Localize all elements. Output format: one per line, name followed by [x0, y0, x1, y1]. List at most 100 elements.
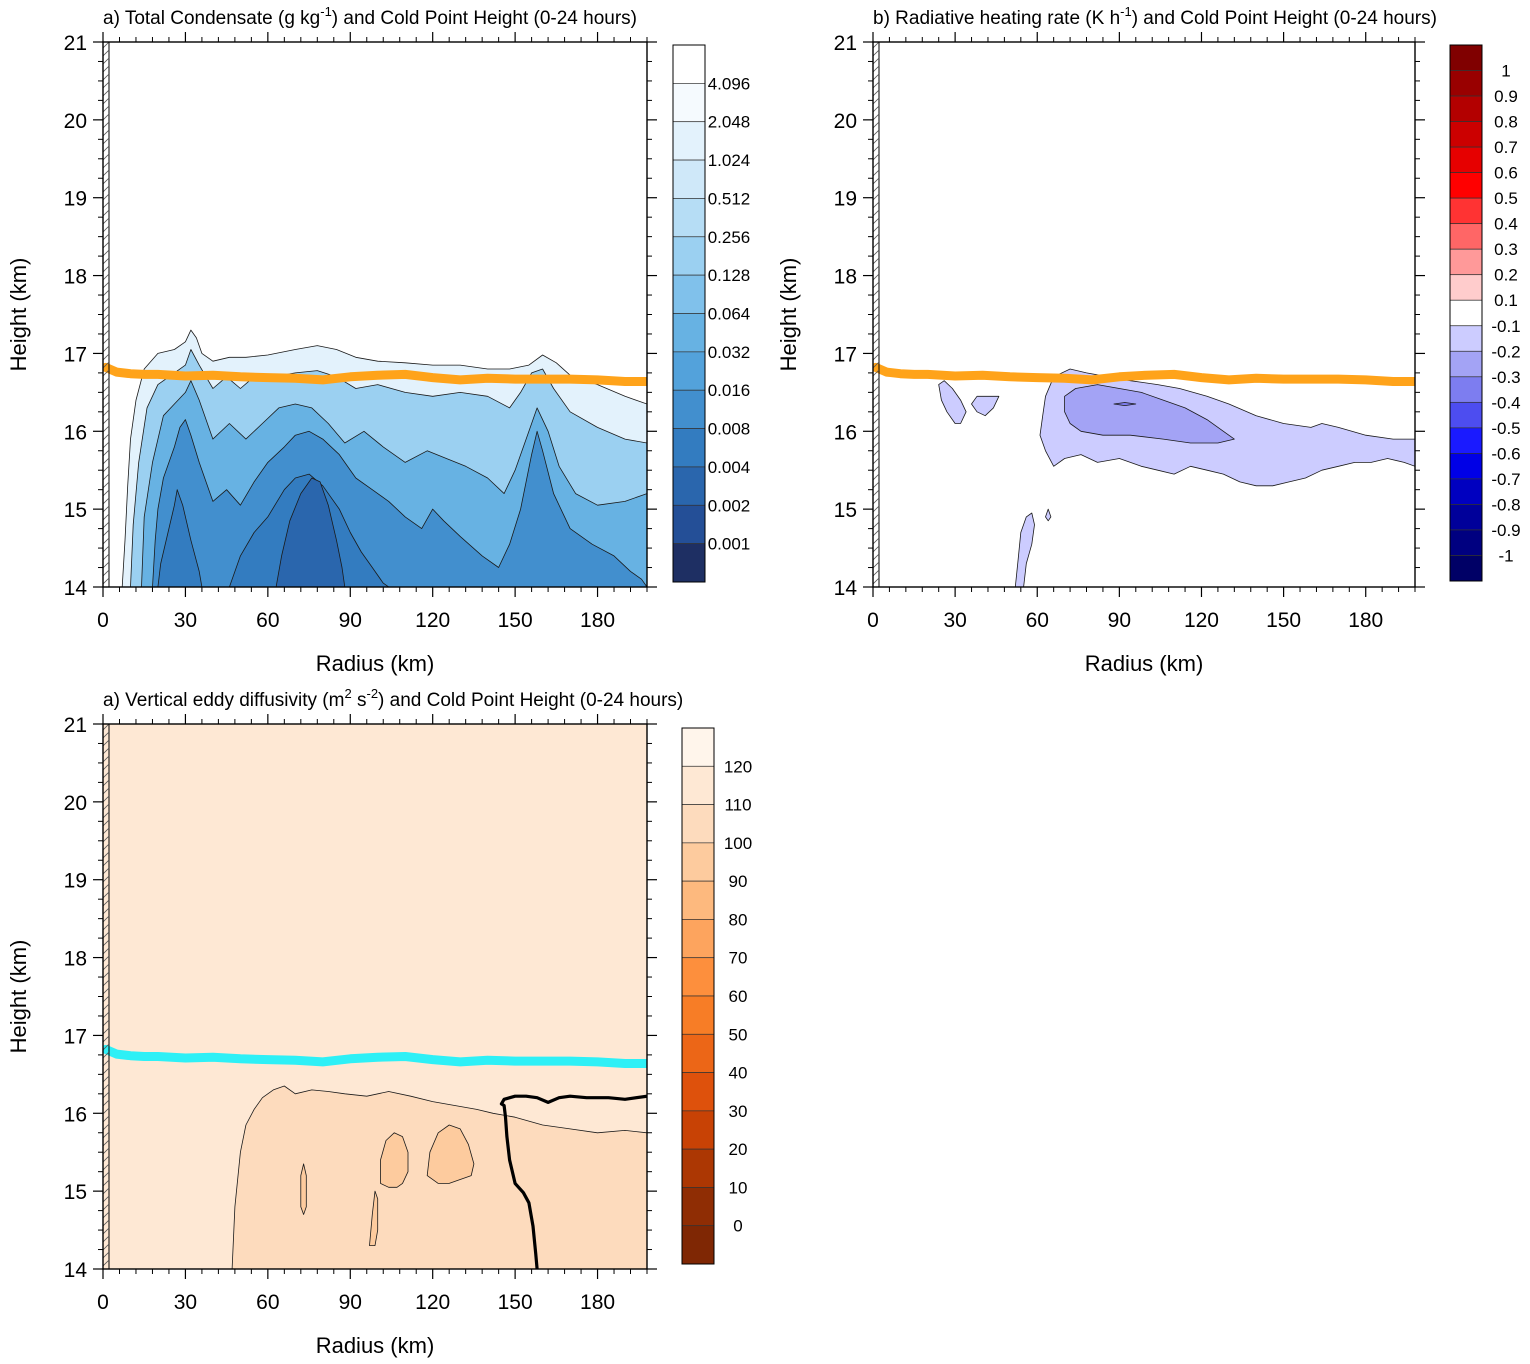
plot-background [873, 42, 1415, 587]
colorbar-label: -0.9 [1491, 521, 1520, 540]
y-tick-label: 18 [64, 266, 87, 289]
colorbar-label: -0.2 [1491, 342, 1520, 361]
y-tick-label: 20 [834, 110, 857, 133]
colorbar-box [1449, 478, 1483, 505]
x-tick-label: 180 [580, 1291, 615, 1314]
chart-title: a) Total Condensate (g kg-1) and Cold Po… [103, 4, 637, 29]
colorbar-box [681, 842, 715, 882]
colorbar-label: 0.002 [708, 496, 751, 515]
colorbar-box [1449, 555, 1483, 582]
colorbar-box [672, 428, 706, 468]
colorbar-label: -0.1 [1491, 317, 1520, 336]
y-tick-label: 21 [834, 32, 857, 55]
colorbar-label: 110 [724, 796, 751, 815]
colorbar-box [1449, 453, 1483, 480]
cold-point-height-line [103, 1044, 647, 1068]
colorbar-label: 0.6 [1494, 164, 1518, 183]
colorbar-box [681, 1148, 715, 1188]
y-tick-label: 17 [64, 343, 87, 366]
contour-fill-2.048-5 [275, 477, 346, 587]
y-tick-label: 18 [834, 266, 857, 289]
contour-fill--0.1-3 [1014, 512, 1035, 587]
colorbar-box [681, 957, 715, 997]
colorbar-box [672, 274, 706, 314]
colorbar-box [1449, 504, 1483, 531]
colorbar-box [672, 236, 706, 276]
colorbar-label: 0.016 [708, 381, 751, 400]
colorbar-box [1449, 146, 1483, 173]
colorbar-label: 0.5 [1494, 189, 1518, 208]
colorbar-label: 0.1 [1494, 291, 1518, 310]
x-tick-label: 60 [256, 609, 279, 632]
colorbar-label: 0.9 [1494, 87, 1518, 106]
y-tick-label: 16 [834, 421, 857, 444]
colorbar-box [1449, 274, 1483, 301]
colorbar-label: -0.5 [1491, 419, 1520, 438]
x-tick-label: 30 [174, 609, 197, 632]
y-tick-label: 15 [834, 499, 857, 522]
colorbar-box [681, 1033, 715, 1073]
colorbar-box [681, 880, 715, 920]
colorbar-box [672, 121, 706, 161]
colorbar-box [1449, 44, 1483, 71]
y-tick-label: 19 [64, 870, 87, 893]
chart-panel-2: 0 30 60 90 120 150 180 14 15 16 17 18 19 20 21 Radius (… [776, 4, 1521, 676]
colorbar-box [681, 995, 715, 1035]
colorbar-box [1449, 223, 1483, 250]
colorbar-label: 0 [733, 1217, 742, 1236]
colorbar-box [672, 313, 706, 353]
colorbar-box [1449, 95, 1483, 122]
colorbar-label: 50 [729, 1025, 748, 1044]
x-tick-label: 150 [498, 609, 533, 632]
y-tick-label: 15 [64, 499, 87, 522]
colorbar-label: -0.8 [1491, 495, 1520, 514]
x-tick-label: 120 [1184, 609, 1219, 632]
y-tick-label: 17 [834, 343, 857, 366]
colorbar-label: 70 [729, 949, 748, 968]
colorbar-box [1449, 427, 1483, 454]
chart-panel-3: 0 30 60 90 120 150 180 14 15 16 17 18 19 20 21 Radius (… [6, 686, 752, 1358]
colorbar-box [681, 919, 715, 959]
x-tick-label: 150 [498, 1291, 533, 1314]
cold-point-height-line [873, 362, 1415, 386]
contour-fill-20-3 [426, 1124, 475, 1184]
colorbar-label: -0.7 [1491, 470, 1520, 489]
y-tick-label: 19 [64, 188, 87, 211]
y-axis-label: Height (km) [6, 258, 31, 372]
colorbar-box [672, 198, 706, 238]
cold-point-height-line [103, 362, 647, 386]
x-tick-label: 90 [339, 1291, 362, 1314]
chart-title: a) Vertical eddy diffusivity (m2 s-2) an… [103, 686, 683, 711]
colorbar-box [672, 44, 706, 84]
contour-fill--0.1-1 [938, 380, 967, 424]
colorbar-box [681, 1072, 715, 1112]
colorbar: 0.001 0.002 0.004 0.008 0.016 0.032 0.064 0.128… [672, 44, 751, 583]
axis-hatch-strip [873, 42, 880, 587]
colorbar-box [681, 804, 715, 844]
colorbar-box [672, 83, 706, 123]
x-axis-label: Radius (km) [1085, 651, 1204, 676]
colorbar-label: 20 [729, 1140, 748, 1159]
colorbar-box [1449, 172, 1483, 199]
colorbar-box [672, 504, 706, 544]
colorbar-label: 0.512 [708, 189, 751, 208]
colorbar: 0 10 20 30 40 50 60 70 80 90 100 110 120 [681, 727, 752, 1265]
colorbar-box [672, 159, 706, 199]
colorbar-box [1449, 70, 1483, 97]
contour-fill--0.3-6 [1113, 402, 1137, 407]
y-tick-label: 16 [64, 421, 87, 444]
colorbar-box [1449, 121, 1483, 148]
colorbar-label: 0.004 [708, 458, 751, 477]
contour-fill--0.2-5 [1064, 384, 1235, 444]
contour-fill--0.1-2 [971, 395, 1000, 417]
colorbar-box [1449, 350, 1483, 378]
x-tick-label: 120 [415, 1291, 450, 1314]
colorbar-box [1449, 248, 1483, 276]
y-tick-label: 15 [64, 1181, 87, 1204]
colorbar-box [1449, 299, 1483, 327]
colorbar-label: -0.4 [1491, 393, 1520, 412]
colorbar-label: 0.4 [1494, 215, 1518, 234]
colorbar-frame [681, 727, 715, 1265]
y-axis-label: Height (km) [776, 258, 801, 372]
y-tick-label: 14 [834, 577, 858, 600]
